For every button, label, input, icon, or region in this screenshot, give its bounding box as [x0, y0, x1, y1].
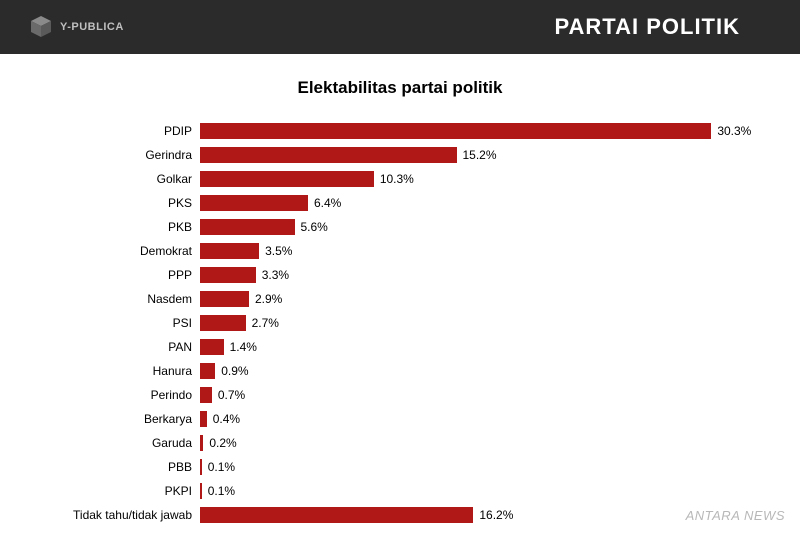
bar: [200, 195, 308, 211]
bar: [200, 387, 212, 403]
bar-area: 5.6%: [200, 219, 760, 235]
bar-area: 10.3%: [200, 171, 760, 187]
value-label: 30.3%: [711, 124, 751, 138]
category-label: Berkarya: [40, 412, 200, 426]
chart-row: PBB0.1%: [40, 456, 760, 477]
bar: [200, 147, 457, 163]
header-title: PARTAI POLITIK: [554, 14, 740, 40]
value-label: 2.9%: [249, 292, 282, 306]
bar-area: 2.9%: [200, 291, 760, 307]
category-label: Tidak tahu/tidak jawab: [40, 508, 200, 522]
bar-area: 0.9%: [200, 363, 760, 379]
bar: [200, 507, 473, 523]
bar: [200, 219, 295, 235]
chart-row: Garuda0.2%: [40, 432, 760, 453]
chart-row: PDIP 30.3%: [40, 120, 760, 141]
value-label: 2.7%: [246, 316, 279, 330]
value-label: 3.5%: [259, 244, 292, 258]
category-label: Demokrat: [40, 244, 200, 258]
category-label: PKB: [40, 220, 200, 234]
category-label: Golkar: [40, 172, 200, 186]
category-label: PKPI: [40, 484, 200, 498]
bar-area: 1.4%: [200, 339, 760, 355]
category-label: Garuda: [40, 436, 200, 450]
chart-row: Berkarya 0.4%: [40, 408, 760, 429]
chart-row: PAN 1.4%: [40, 336, 760, 357]
chart-row: Demokrat 3.5%: [40, 240, 760, 261]
category-label: Perindo: [40, 388, 200, 402]
value-label: 0.1%: [202, 484, 235, 498]
logo-cube-icon: [28, 14, 54, 40]
bar-area: 0.7%: [200, 387, 760, 403]
bar: [200, 363, 215, 379]
bar: [200, 171, 374, 187]
bar-area: 0.2%: [200, 435, 760, 451]
bar-area: 3.3%: [200, 267, 760, 283]
bar: [200, 267, 256, 283]
bar: [200, 291, 249, 307]
logo: Y-PUBLICA: [28, 14, 124, 40]
category-label: PSI: [40, 316, 200, 330]
logo-text: Y-PUBLICA: [60, 21, 124, 33]
bar-area: 0.4%: [200, 411, 760, 427]
chart-row: PPP 3.3%: [40, 264, 760, 285]
category-label: Hanura: [40, 364, 200, 378]
bar: [200, 315, 246, 331]
bar: [200, 411, 207, 427]
header-bar: Y-PUBLICA PARTAI POLITIK: [0, 0, 800, 54]
chart-row: Nasdem 2.9%: [40, 288, 760, 309]
bar-area: 3.5%: [200, 243, 760, 259]
chart-row: PKPI0.1%: [40, 480, 760, 501]
bar: [200, 339, 224, 355]
category-label: Nasdem: [40, 292, 200, 306]
bar-area: 0.1%: [200, 459, 760, 475]
chart-row: Gerindra 15.2%: [40, 144, 760, 165]
value-label: 16.2%: [473, 508, 513, 522]
value-label: 0.2%: [203, 436, 236, 450]
bar-area: 2.7%: [200, 315, 760, 331]
bar-area: 16.2%: [200, 507, 760, 523]
value-label: 15.2%: [457, 148, 497, 162]
chart-row: Golkar 10.3%: [40, 168, 760, 189]
bar-area: 30.3%: [200, 123, 760, 139]
category-label: PPP: [40, 268, 200, 282]
content-area: Elektabilitas partai politik PDIP 30.3% Ge…: [0, 54, 800, 535]
value-label: 1.4%: [224, 340, 257, 354]
value-label: 0.4%: [207, 412, 240, 426]
chart-row: PKB 5.6%: [40, 216, 760, 237]
bar-area: 15.2%: [200, 147, 760, 163]
value-label: 0.7%: [212, 388, 245, 402]
chart-row: Tidak tahu/tidak jawab 16.2%: [40, 504, 760, 525]
value-label: 0.1%: [202, 460, 235, 474]
chart-title: Elektabilitas partai politik: [40, 78, 760, 98]
chart-row: PKS 6.4%: [40, 192, 760, 213]
value-label: 5.6%: [295, 220, 328, 234]
value-label: 6.4%: [308, 196, 341, 210]
value-label: 0.9%: [215, 364, 248, 378]
chart-row: Hanura 0.9%: [40, 360, 760, 381]
value-label: 3.3%: [256, 268, 289, 282]
bar: [200, 243, 259, 259]
category-label: PBB: [40, 460, 200, 474]
bar-area: 6.4%: [200, 195, 760, 211]
chart-row: Perindo 0.7%: [40, 384, 760, 405]
watermark: ANTARA NEWS: [686, 508, 785, 523]
bar-area: 0.1%: [200, 483, 760, 499]
bar: [200, 123, 711, 139]
bar-chart: PDIP 30.3% Gerindra 15.2% Golkar 10.3% PKS 6.4%…: [40, 120, 760, 525]
value-label: 10.3%: [374, 172, 414, 186]
category-label: Gerindra: [40, 148, 200, 162]
category-label: PDIP: [40, 124, 200, 138]
category-label: PAN: [40, 340, 200, 354]
chart-row: PSI 2.7%: [40, 312, 760, 333]
category-label: PKS: [40, 196, 200, 210]
